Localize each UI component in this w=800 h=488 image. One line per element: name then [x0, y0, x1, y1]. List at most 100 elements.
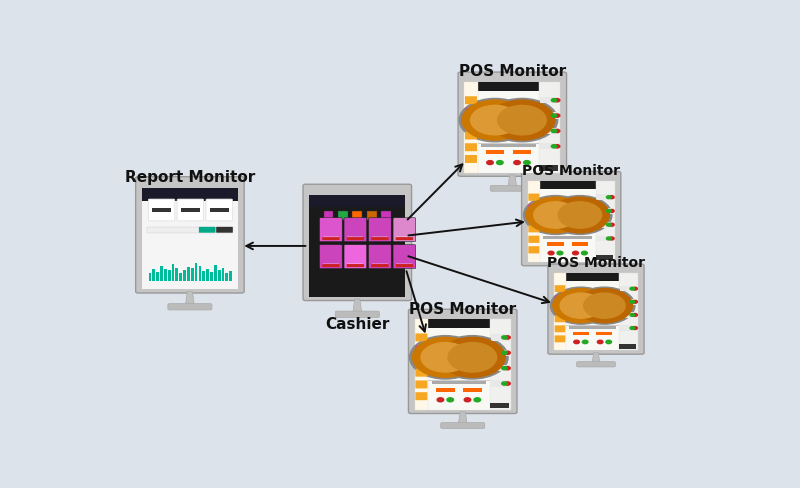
Bar — [597, 236, 614, 242]
Bar — [554, 274, 638, 351]
Bar — [153, 269, 155, 282]
Circle shape — [470, 106, 519, 136]
Bar — [372, 236, 388, 238]
Bar — [620, 286, 637, 292]
Bar — [509, 144, 535, 148]
FancyBboxPatch shape — [369, 245, 391, 269]
Circle shape — [630, 288, 634, 290]
Bar — [367, 212, 377, 220]
Circle shape — [551, 130, 557, 133]
FancyBboxPatch shape — [554, 316, 566, 323]
FancyBboxPatch shape — [396, 238, 413, 241]
Bar — [464, 83, 560, 173]
Bar — [620, 325, 637, 331]
Bar — [554, 274, 566, 351]
Bar — [338, 212, 348, 220]
FancyBboxPatch shape — [371, 238, 389, 241]
Circle shape — [505, 382, 510, 386]
Circle shape — [606, 341, 611, 344]
Circle shape — [448, 343, 497, 372]
Bar — [191, 268, 194, 282]
Circle shape — [505, 367, 510, 370]
FancyBboxPatch shape — [415, 346, 427, 353]
Bar — [414, 320, 510, 410]
Bar — [620, 313, 637, 318]
FancyBboxPatch shape — [528, 225, 539, 233]
Circle shape — [505, 336, 510, 339]
FancyBboxPatch shape — [554, 325, 566, 333]
FancyBboxPatch shape — [522, 172, 621, 266]
Circle shape — [502, 351, 507, 355]
Circle shape — [576, 289, 633, 323]
Text: POS Monitor: POS Monitor — [522, 163, 620, 177]
FancyBboxPatch shape — [148, 200, 175, 222]
FancyBboxPatch shape — [415, 357, 427, 365]
Bar — [490, 350, 510, 356]
Bar — [218, 270, 221, 282]
Bar — [490, 365, 510, 371]
Bar — [310, 196, 406, 208]
FancyBboxPatch shape — [206, 200, 233, 222]
Bar — [183, 270, 186, 282]
Bar — [206, 269, 209, 282]
Circle shape — [630, 327, 634, 330]
FancyBboxPatch shape — [465, 109, 477, 117]
FancyBboxPatch shape — [199, 227, 215, 233]
Bar — [595, 256, 613, 261]
Bar — [310, 196, 406, 297]
Bar — [210, 273, 213, 282]
FancyBboxPatch shape — [371, 264, 389, 267]
Circle shape — [550, 287, 611, 325]
Circle shape — [523, 196, 587, 235]
Bar — [198, 266, 202, 282]
Circle shape — [524, 161, 530, 165]
Circle shape — [606, 210, 611, 213]
FancyBboxPatch shape — [465, 132, 477, 140]
FancyBboxPatch shape — [441, 423, 485, 428]
Bar — [152, 208, 171, 213]
Bar — [620, 300, 637, 305]
Bar — [540, 128, 559, 135]
Circle shape — [505, 351, 510, 355]
FancyBboxPatch shape — [465, 121, 477, 128]
Circle shape — [437, 398, 444, 402]
Circle shape — [486, 161, 494, 165]
Bar — [554, 274, 638, 282]
FancyBboxPatch shape — [528, 236, 539, 244]
Circle shape — [474, 398, 481, 402]
Circle shape — [462, 101, 528, 141]
Bar — [490, 320, 510, 410]
Circle shape — [553, 289, 609, 323]
Circle shape — [551, 145, 557, 149]
Polygon shape — [508, 175, 517, 187]
FancyBboxPatch shape — [465, 144, 477, 152]
Bar — [202, 271, 205, 282]
Bar — [554, 274, 638, 351]
Bar — [149, 274, 151, 282]
Polygon shape — [592, 353, 600, 363]
Bar — [490, 381, 510, 387]
FancyBboxPatch shape — [344, 218, 366, 242]
FancyBboxPatch shape — [528, 215, 539, 223]
Bar — [528, 182, 540, 263]
Circle shape — [551, 115, 557, 118]
Bar — [214, 266, 217, 282]
FancyBboxPatch shape — [335, 311, 379, 318]
Bar — [432, 381, 459, 385]
Bar — [210, 208, 229, 213]
Bar — [372, 263, 388, 265]
Bar — [146, 228, 233, 234]
Bar — [528, 182, 614, 263]
Circle shape — [526, 198, 585, 233]
Circle shape — [582, 252, 587, 255]
Bar — [459, 381, 486, 385]
Circle shape — [558, 203, 602, 229]
FancyBboxPatch shape — [415, 369, 427, 377]
FancyBboxPatch shape — [346, 238, 364, 241]
Circle shape — [550, 198, 610, 233]
Bar — [156, 272, 159, 282]
FancyBboxPatch shape — [551, 274, 591, 280]
Polygon shape — [458, 412, 467, 424]
Circle shape — [502, 382, 507, 386]
FancyBboxPatch shape — [465, 156, 477, 163]
